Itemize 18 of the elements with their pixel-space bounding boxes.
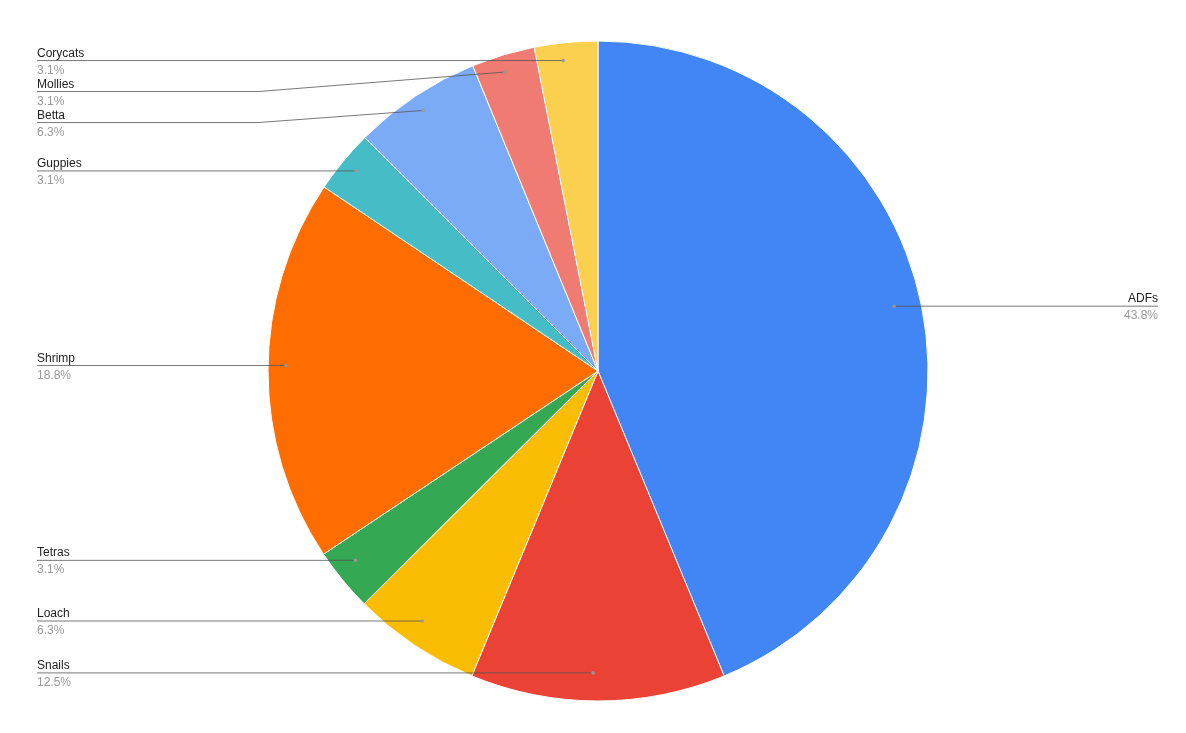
data-label: 6.3%: [37, 623, 65, 638]
slice-label: Betta: [37, 107, 66, 122]
slice-label: Mollies: [37, 76, 75, 91]
data-label: 18.8%: [37, 367, 72, 382]
data-label: 3.1%: [37, 93, 65, 108]
slice-label: Tetras: [37, 545, 70, 560]
slice-label: Corycats: [37, 45, 85, 60]
data-label: 3.1%: [37, 172, 65, 187]
data-label: 43.8%: [1123, 308, 1159, 323]
data-label: 3.1%: [37, 62, 65, 77]
slice-label: Shrimp: [37, 350, 76, 365]
data-label: 12.5%: [37, 674, 72, 689]
slice-label: ADFs: [1128, 291, 1158, 306]
slice-label: Guppies: [37, 155, 82, 170]
slice-label: Snails: [37, 657, 70, 672]
slice-label: Loach: [37, 606, 70, 621]
data-label: 3.1%: [37, 562, 65, 577]
data-label: 6.3%: [37, 124, 65, 139]
